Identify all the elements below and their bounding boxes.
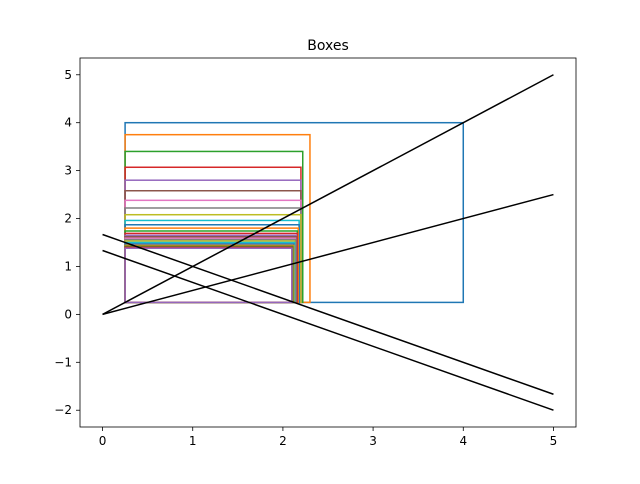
x-tick-label: 0 [99, 434, 107, 448]
y-tick-label: 2 [64, 212, 72, 226]
x-tick-label: 5 [550, 434, 558, 448]
y-tick-label: 4 [64, 116, 72, 130]
y-axis: −2 −1 0 1 2 3 4 5 [54, 68, 80, 417]
line-1 [102, 74, 554, 316]
chart-title: Boxes [307, 38, 349, 54]
box-25 [124, 247, 293, 304]
y-tick-label: −1 [54, 355, 72, 369]
y-tick-label: 0 [64, 307, 72, 321]
y-tick-label: 1 [64, 259, 72, 273]
x-tick-label: 2 [279, 434, 287, 448]
line-2 [102, 193, 554, 316]
line-3 [102, 233, 554, 395]
x-tick-label: 3 [369, 434, 377, 448]
x-tick-label: 4 [459, 434, 467, 448]
y-tick-label: 5 [64, 68, 72, 82]
lines-layer [102, 74, 554, 411]
line-4 [102, 249, 554, 411]
x-tick-label: 1 [189, 434, 197, 448]
y-tick-label: −2 [54, 403, 72, 417]
x-axis: 0 1 2 3 4 5 [99, 427, 558, 448]
plot-frame [79, 57, 577, 428]
y-tick-label: 3 [64, 164, 72, 178]
